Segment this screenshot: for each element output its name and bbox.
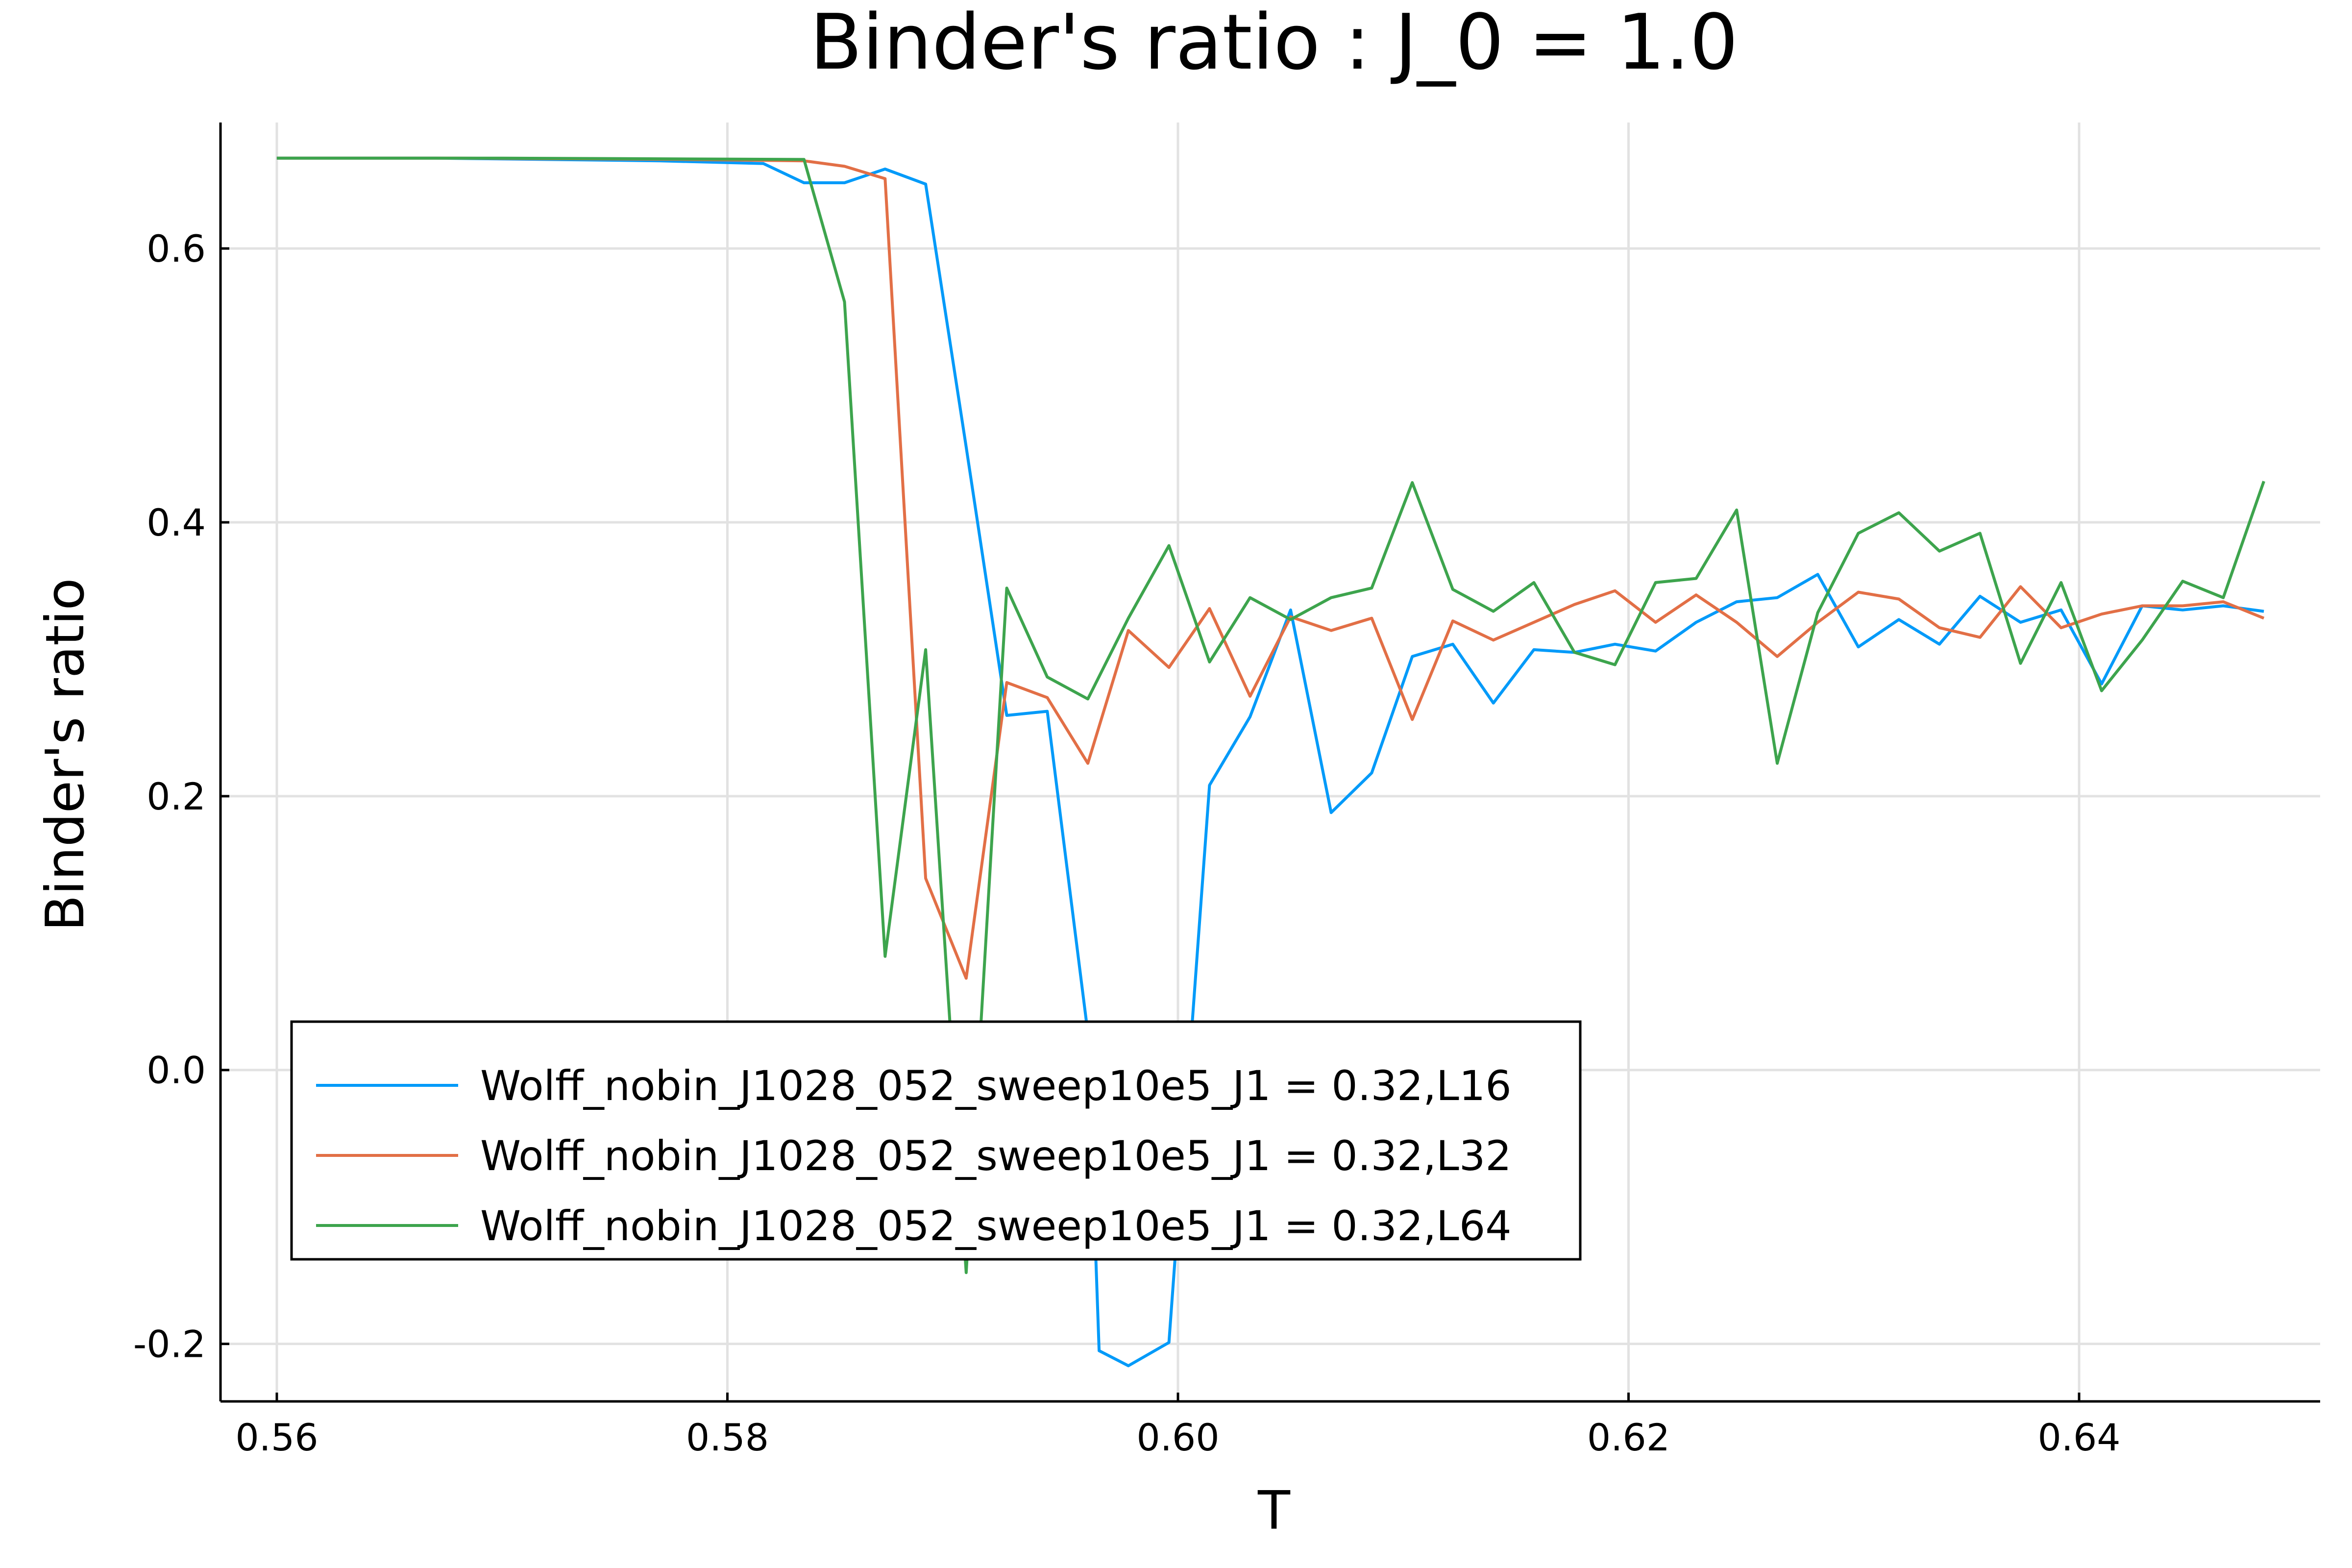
legend: Wolff_nobin_J1028_052_sweep10e5_J1 = 0.3… bbox=[290, 1020, 1582, 1261]
legend-label-1: Wolff_nobin_J1028_052_sweep10e5_J1 = 0.3… bbox=[480, 1062, 1512, 1110]
y-tick-label: 0.4 bbox=[147, 501, 206, 544]
x-tick-label: 0.62 bbox=[1587, 1416, 1670, 1459]
x-tick-label: 0.56 bbox=[235, 1416, 318, 1459]
series-line-2 bbox=[276, 156, 2265, 980]
series-line-1 bbox=[276, 156, 2264, 1368]
y-tick-label: -0.2 bbox=[133, 1323, 206, 1366]
y-tick-label: 0.6 bbox=[147, 227, 206, 270]
tick-labels: 0.56 0.58 0.60 0.62 0.64 -0.2 0.0 0.2 0.4 0.6 bbox=[133, 227, 2121, 1459]
y-tick-label: 0.2 bbox=[147, 775, 206, 818]
x-tick-label: 0.58 bbox=[686, 1416, 769, 1459]
x-axis-title: T bbox=[1257, 1480, 1291, 1542]
legend-label-3: Wolff_nobin_J1028_052_sweep10e5_J1 = 0.3… bbox=[480, 1202, 1512, 1250]
y-tick-label: 0.0 bbox=[147, 1049, 206, 1092]
legend-label-2: Wolff_nobin_J1028_052_sweep10e5_J1 = 0.3… bbox=[480, 1132, 1512, 1180]
legend-box bbox=[290, 1020, 1582, 1261]
chart-title: Binder's ratio : J_0 = 1.0 bbox=[810, 0, 1739, 87]
axes bbox=[219, 122, 2320, 1403]
x-tick-label: 0.60 bbox=[1136, 1416, 1219, 1459]
x-tick-label: 0.64 bbox=[2037, 1416, 2120, 1459]
y-axis-title: Binder's ratio bbox=[35, 578, 96, 931]
